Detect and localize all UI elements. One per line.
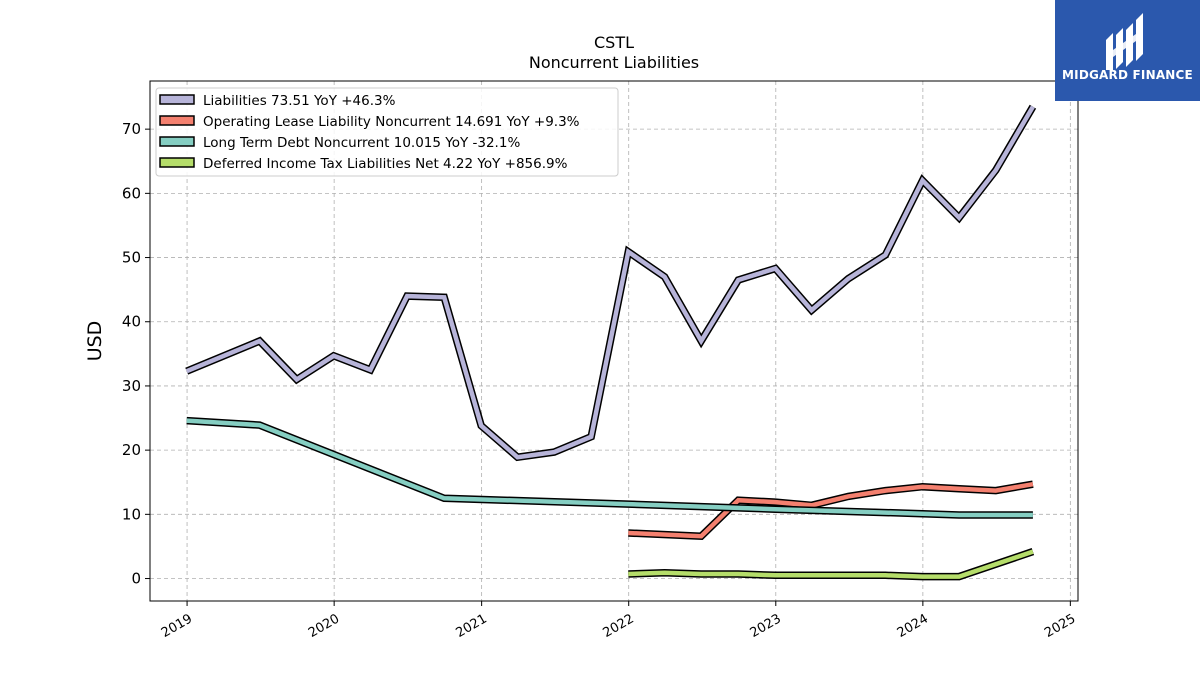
x-tick-label: 2022 xyxy=(601,611,637,641)
legend-entry: Long Term Debt Noncurrent 10.015 YoY -32… xyxy=(203,135,520,151)
x-tick-label: 2020 xyxy=(306,611,342,641)
chart-subtitle: Noncurrent Liabilities xyxy=(529,53,699,72)
y-tick-label: 30 xyxy=(122,377,141,395)
legend-swatch xyxy=(159,115,195,126)
series-lines xyxy=(185,104,1037,581)
y-tick-label: 0 xyxy=(131,570,141,588)
brand-logo: MIDGARD FINANCE xyxy=(1055,0,1200,101)
y-axis: 0 10 20 30 40 50 60 70 xyxy=(122,120,150,588)
series-stroke xyxy=(628,481,1034,539)
series-line xyxy=(628,480,1034,541)
series-stroke xyxy=(185,105,1035,460)
x-axis: 2019 2020 2021 2022 2023 2024 2025 xyxy=(159,601,1078,641)
legend-box xyxy=(155,87,619,177)
y-axis-label: USD xyxy=(84,321,106,362)
y-tick-label: 50 xyxy=(122,249,141,267)
x-tick-label: 2023 xyxy=(748,611,784,641)
x-tick-label: 2019 xyxy=(159,611,195,641)
y-tick-label: 20 xyxy=(122,441,141,459)
legend-entry: Deferred Income Tax Liabilities Net 4.22… xyxy=(203,156,568,172)
legend-entry: Liabilities 73.51 YoY +46.3% xyxy=(203,93,396,109)
legend-entry: Operating Lease Liability Noncurrent 14.… xyxy=(203,114,580,130)
chart-title: CSTL xyxy=(594,33,634,52)
y-tick-label: 60 xyxy=(122,184,141,202)
legend-swatch xyxy=(159,157,195,168)
logo-icon xyxy=(1106,13,1143,70)
series-line xyxy=(185,104,1037,462)
legend-swatch xyxy=(159,94,195,105)
plot-frame xyxy=(149,80,1079,602)
series-line xyxy=(186,416,1033,519)
y-tick-label: 40 xyxy=(122,313,141,331)
legend-swatch xyxy=(159,136,195,147)
x-tick-label: 2021 xyxy=(453,611,489,641)
series-stroke xyxy=(186,418,1033,518)
series-outline xyxy=(186,416,1033,519)
series-line xyxy=(628,548,1035,581)
y-tick-label: 70 xyxy=(122,120,141,138)
legend: Liabilities 73.51 YoY +46.3% Operating Le… xyxy=(155,87,619,177)
y-tick-label: 10 xyxy=(122,505,141,523)
brand-name: MIDGARD FINANCE xyxy=(1062,68,1193,82)
x-tick-label: 2025 xyxy=(1042,611,1078,641)
x-tick-label: 2024 xyxy=(895,611,931,641)
series-stroke xyxy=(628,549,1034,579)
